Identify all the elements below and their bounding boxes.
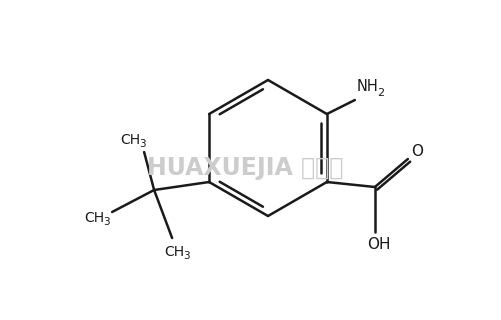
Text: CH: CH xyxy=(120,133,140,147)
Text: NH: NH xyxy=(357,79,379,94)
Text: O: O xyxy=(411,143,423,158)
Text: 3: 3 xyxy=(183,251,190,261)
Text: OH: OH xyxy=(367,236,390,252)
Text: CH: CH xyxy=(164,245,184,259)
Text: 3: 3 xyxy=(139,139,146,149)
Text: HUAXUEJIA 化学加: HUAXUEJIA 化学加 xyxy=(147,156,343,180)
Text: 2: 2 xyxy=(377,88,384,98)
Text: CH: CH xyxy=(84,211,104,225)
Text: 3: 3 xyxy=(103,217,110,227)
